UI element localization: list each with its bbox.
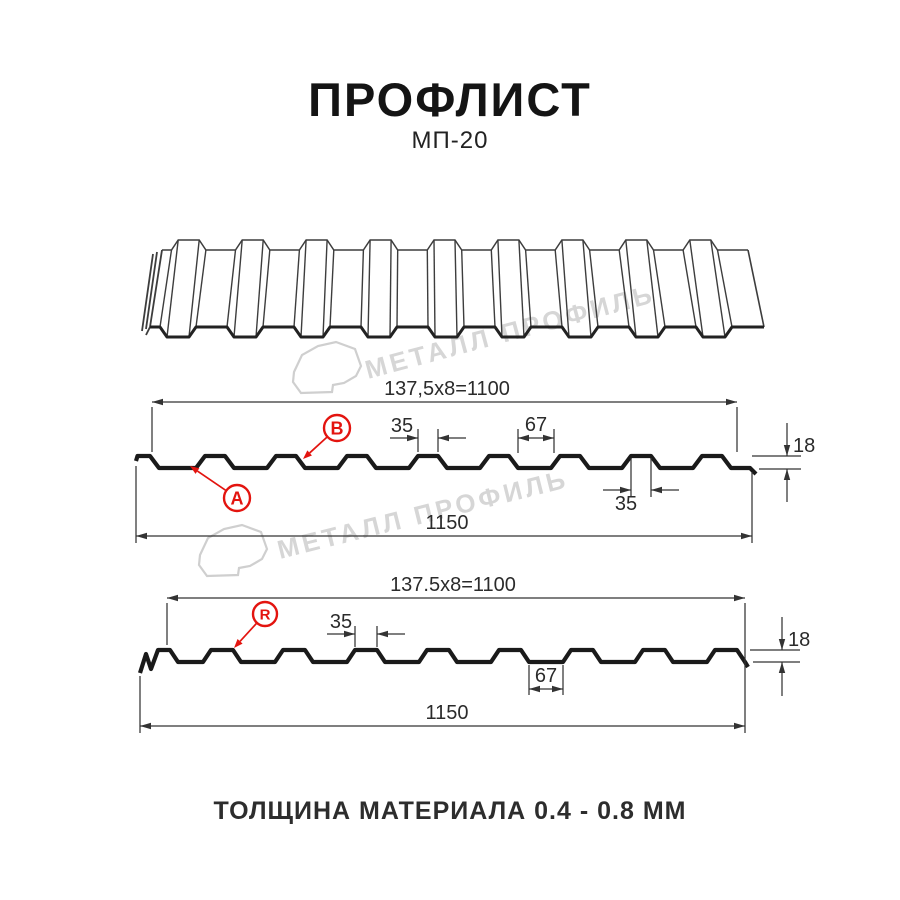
dimension-label: 1150: [425, 702, 468, 724]
dimension-label: 67: [525, 414, 547, 436]
profile-section-AB: 137,5x8=1100 1150 35 67 35 18 А В: [133, 378, 815, 543]
brand-logo-icon: [197, 523, 269, 578]
watermark-brand-text: МЕТАЛЛ ПРОФИЛЬ: [274, 463, 571, 564]
profile-outline: [137, 647, 750, 674]
point-label-letter: R: [260, 606, 271, 623]
dimension-label: 18: [788, 629, 810, 651]
dimension-label: 18: [793, 435, 815, 457]
material-thickness-note: ТОЛЩИНА МАТЕРИАЛА 0.4 - 0.8 ММ: [213, 797, 687, 825]
profile-outline: [133, 453, 758, 476]
page-subtitle: МП-20: [411, 127, 489, 154]
point-label-letter: В: [331, 418, 344, 438]
watermark-metall-profil: МЕТАЛЛ ПРОФИЛЬ: [197, 463, 571, 578]
watermark-metall-profil: МЕТАЛЛ ПРОФИЛЬ: [291, 278, 658, 395]
point-label-circle: [251, 600, 279, 628]
dimension-label: 137.5x8=1100: [390, 574, 516, 596]
sheet-front-profile-edge: [150, 325, 764, 339]
sheet-back-edge: [162, 239, 748, 251]
point-label-letter: А: [231, 488, 244, 508]
watermark-brand-text: МЕТАЛЛ ПРОФИЛЬ: [362, 278, 658, 384]
dimension-label: 137,5x8=1100: [384, 378, 510, 400]
profile-section-R: 137.5x8=1100 1150 35 67 18 R: [137, 574, 810, 733]
dimension-label: 35: [615, 493, 637, 515]
brand-logo-icon: [291, 340, 363, 395]
point-label-circle: [222, 483, 252, 513]
dimension-label: 35: [391, 415, 413, 437]
point-label-circle: [322, 413, 352, 443]
page-title: ПРОФЛИСТ: [308, 73, 592, 126]
profile-sheet-3d-view: [141, 239, 765, 339]
dimension-label: 35: [330, 611, 352, 633]
dimension-label: 67: [535, 665, 557, 687]
dimension-label: 1150: [425, 512, 468, 534]
